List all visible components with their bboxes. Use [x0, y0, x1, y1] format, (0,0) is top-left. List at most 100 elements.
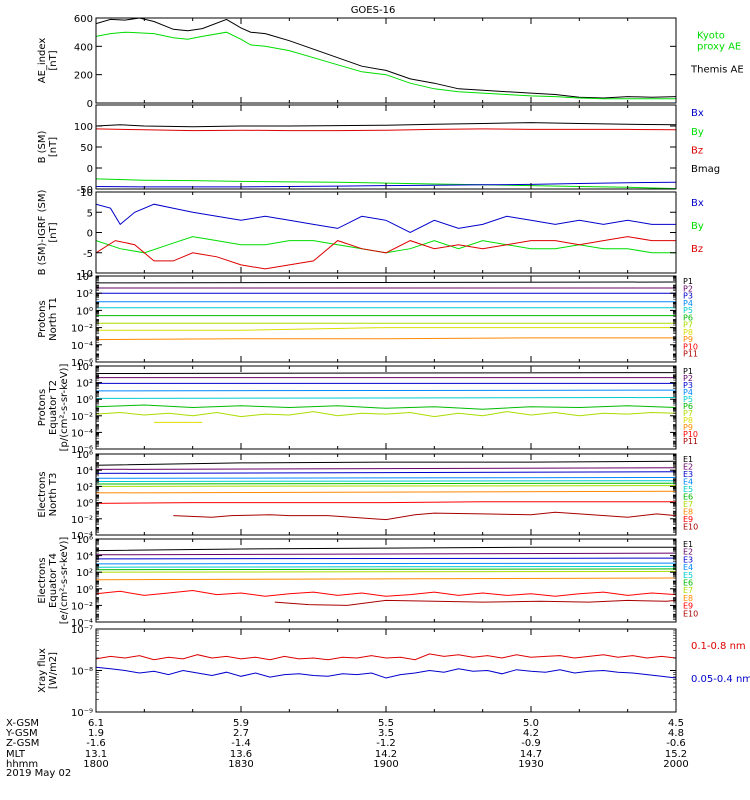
ytick-label: 10⁻⁶ [71, 445, 93, 456]
ylabel-line: [p/(cm²-s-sr-keV)] [59, 364, 70, 452]
legend-entry: Themis AE [690, 64, 744, 75]
xaxis-row-label: Z-GSM [6, 738, 39, 749]
series-group [96, 460, 676, 521]
ylabel-line: [nT] [48, 50, 59, 70]
ylabel-line: Equator T2 [48, 380, 59, 435]
series-pn-0 [96, 281, 676, 284]
xaxis-value: -1.6 [86, 738, 106, 749]
ytick-label: 10⁻⁶ [71, 358, 93, 369]
ylabel-line: AE_index [37, 38, 48, 84]
series-en-0 [96, 460, 676, 466]
ylabel-line: B (SM)-IGRF (SM) [37, 190, 48, 276]
ytick-label: 10⁻⁸ [71, 667, 93, 678]
ytick-label: 10⁻² [71, 601, 93, 612]
ytick-label: 200 [74, 71, 93, 82]
legend-entry: P10 [683, 343, 698, 352]
legend-entry: E5 [683, 485, 693, 494]
legend-entry: P4 [683, 388, 693, 397]
panel-frame [95, 453, 677, 536]
legend-entry: P5 [683, 395, 693, 404]
legend-entry: P3 [683, 292, 693, 301]
legend-entry: 0.05-0.4 nm [691, 674, 750, 685]
series-ee-1 [96, 552, 676, 556]
xaxis-value: 5.9 [233, 718, 249, 729]
legend-entry: E3 [683, 555, 693, 564]
ytick-label: 10⁻⁹ [71, 708, 93, 719]
legend-entry: E2 [683, 548, 693, 557]
xaxis-value: 1.9 [88, 728, 104, 739]
ytick-label: -50 [77, 185, 93, 196]
legend-entry: P10 [683, 430, 698, 439]
xaxis-value: 1800 [83, 759, 108, 770]
legend-entry: Bz [691, 244, 703, 255]
legend-entry: P11 [683, 350, 698, 359]
legend-entry: P9 [683, 335, 693, 344]
ytick-label: 10⁴ [76, 272, 93, 283]
legend-entry: P2 [683, 374, 693, 383]
series-group [96, 372, 676, 423]
series-pn-7 [96, 327, 676, 331]
panel-frame [95, 275, 677, 363]
ytick-label: 10² [76, 568, 93, 579]
ytick-label: 10⁻⁴ [71, 618, 93, 629]
legend-entry: Bmag [691, 164, 720, 175]
legend-entry: E4 [683, 563, 693, 572]
ytick-label: 10⁰ [76, 499, 93, 510]
legend-entry: E10 [683, 523, 698, 532]
series-en-7 [96, 490, 676, 494]
legend-entry: P1 [683, 277, 693, 286]
series-ee-2 [96, 557, 676, 560]
series-group [96, 653, 676, 679]
series-group [96, 281, 676, 341]
ytick-label: 0 [87, 164, 93, 175]
series-ee-3 [96, 562, 676, 565]
series-en-1 [96, 467, 676, 470]
panel-ee: 10⁻⁴ 10⁻² 10⁰ 10² 10⁴ 10⁶ Electrons Equator T4[… [37, 535, 698, 629]
legend-entry: P5 [683, 306, 693, 315]
xaxis-value: 5.5 [378, 718, 394, 729]
legend-entry: P6 [683, 402, 693, 411]
series-group [96, 122, 676, 189]
xaxis-value: 3.5 [378, 728, 394, 739]
legend-entry: E10 [683, 609, 698, 618]
series-ee-6 [96, 570, 676, 573]
xaxis-value: 1830 [228, 759, 253, 770]
ytick-label: 10⁻² [71, 515, 93, 526]
xaxis-value: 15.2 [665, 749, 687, 760]
series-en-8 [96, 501, 676, 504]
series-en-9 [173, 511, 676, 521]
ytick-label: 10⁻² [71, 324, 93, 335]
panel-frame [95, 191, 677, 274]
series-ee-5 [96, 568, 676, 571]
xaxis-value: -0.6 [666, 738, 686, 749]
series-group [96, 203, 676, 270]
ytick-label: 10⁻⁷ [71, 625, 93, 636]
series-bdiff-0 [96, 203, 676, 234]
legend-entry: P8 [683, 416, 693, 425]
legend-entry: E3 [683, 470, 693, 479]
ytick-label: 10² [76, 289, 93, 300]
series-group [96, 18, 676, 100]
ytick-label: 600 [74, 14, 93, 25]
xaxis-row-label: MLT [6, 749, 26, 760]
ytick-label: 0 [87, 229, 93, 240]
ylabel-line: B (SM) [37, 130, 48, 163]
ytick-label: 10 [80, 188, 93, 199]
series-pn-8 [96, 337, 676, 341]
series-ee-0 [96, 546, 676, 552]
legend-entry: P2 [683, 284, 693, 293]
ylabel-line: [nT] [48, 222, 59, 242]
legend-entry: P6 [683, 313, 693, 322]
series-ee-7 [96, 577, 676, 581]
legend-entry: P8 [683, 328, 693, 337]
series-group [96, 546, 676, 606]
series-ee-8 [96, 589, 676, 597]
series-pe-5 [96, 404, 676, 410]
legend-entry: Kyoto [697, 30, 725, 41]
